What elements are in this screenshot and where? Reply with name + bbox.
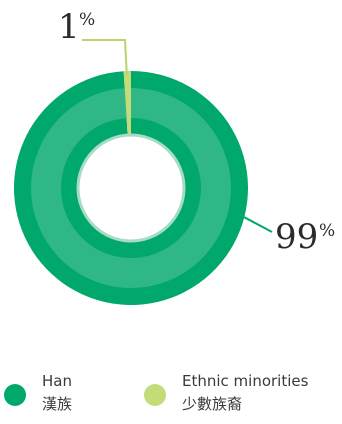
data-label-han-number: 99 xyxy=(275,217,318,257)
donut-decor xyxy=(31,71,231,288)
leader-line-minorities xyxy=(82,39,128,76)
data-label-han-percent: % xyxy=(319,221,335,241)
legend-label-han-en: Han xyxy=(42,372,72,390)
data-label-minorities-percent: % xyxy=(79,10,95,30)
legend-label-minorities-en: Ethnic minorities xyxy=(182,372,309,390)
legend-label-han-zh: 漢族 xyxy=(42,395,73,413)
legend-label-minorities-zh: 少數族裔 xyxy=(182,395,243,413)
legend-label-han: Han 漢族 xyxy=(42,370,72,416)
donut-slice-minorities-overlay xyxy=(123,71,131,136)
legend-swatch-han xyxy=(4,384,26,406)
legend-swatch-minorities xyxy=(144,384,166,406)
leader-lines xyxy=(82,39,273,233)
donut-center xyxy=(76,133,186,243)
leader-line-han xyxy=(241,215,273,233)
legend: Han 漢族 Ethnic minorities 少數族裔 xyxy=(0,370,342,424)
data-labels: 99 % 1 % xyxy=(58,7,335,257)
data-label-minorities-number: 1 xyxy=(58,7,80,47)
legend-label-minorities: Ethnic minorities 少數族裔 xyxy=(182,370,308,416)
